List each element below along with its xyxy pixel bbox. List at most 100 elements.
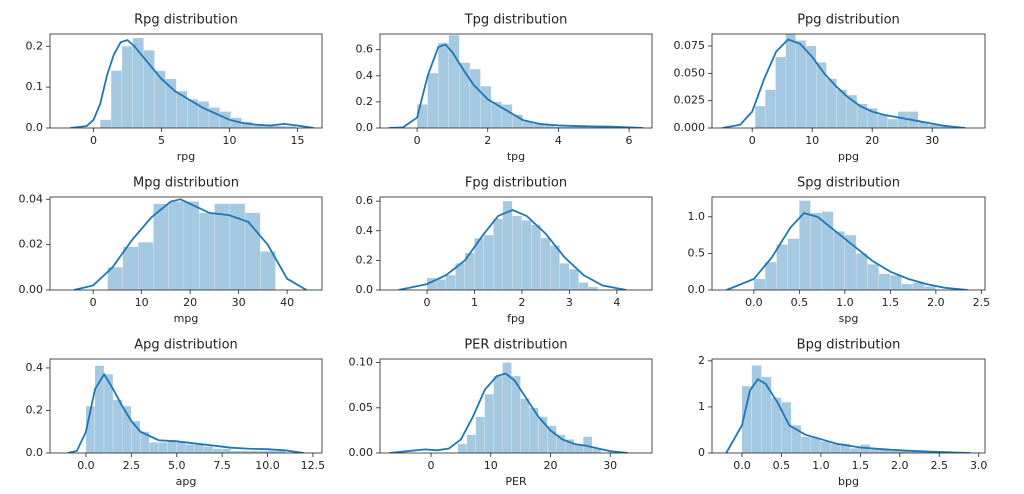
bar xyxy=(755,106,766,128)
bar xyxy=(521,220,532,290)
bar xyxy=(132,38,144,128)
y-tick-label: 0.000 xyxy=(674,121,706,134)
x-tick-label: 30 xyxy=(925,134,939,147)
axes-frame xyxy=(379,358,653,454)
bar xyxy=(194,444,204,453)
plot-area xyxy=(73,198,307,290)
bar xyxy=(149,442,159,453)
x-tick-label: 2 xyxy=(484,134,491,147)
bar xyxy=(220,111,231,128)
subplot-title: Bpg distribution xyxy=(797,338,901,353)
x-tick-label: 2.5 xyxy=(930,459,948,472)
bar xyxy=(153,203,169,290)
x-tick-label: 7.5 xyxy=(213,459,231,472)
y-tick-label: 1 xyxy=(698,400,705,413)
axes-frame xyxy=(49,358,323,454)
x-axis-label: bpg xyxy=(838,475,859,488)
bar xyxy=(889,450,900,453)
bar xyxy=(143,50,155,128)
bar xyxy=(877,114,888,128)
x-axis-label: tpg xyxy=(507,150,525,163)
bar xyxy=(938,125,949,128)
bar xyxy=(592,448,601,453)
kde-line xyxy=(398,209,627,290)
x-tick-label: 1.0 xyxy=(836,296,854,309)
subplot-title: PER distribution xyxy=(464,338,567,353)
bar xyxy=(810,213,822,290)
bar xyxy=(104,374,113,453)
bar xyxy=(480,86,491,128)
bar xyxy=(222,448,231,453)
bar xyxy=(901,284,913,290)
bar xyxy=(776,244,788,290)
bar xyxy=(167,440,177,453)
bar xyxy=(240,450,250,453)
bar xyxy=(470,69,481,128)
bar xyxy=(924,286,936,290)
x-tick-label: 10 xyxy=(135,296,149,309)
bar xyxy=(569,269,579,290)
subplot: Tpg distribution tpg 0 2 4 6 0.0 0.2 0.4 0.6 xyxy=(356,13,653,163)
bar xyxy=(214,203,230,290)
axes-frame xyxy=(711,33,986,129)
bar xyxy=(85,406,95,453)
bar xyxy=(491,101,502,128)
subplot-title: Tpg distribution xyxy=(464,13,568,28)
bar xyxy=(502,201,513,290)
bar xyxy=(761,376,772,453)
axes-frame xyxy=(49,196,323,291)
plot-area xyxy=(389,362,629,453)
bar xyxy=(867,264,879,290)
plot-area xyxy=(67,365,304,453)
subplot: Bpg distribution bpg 0.0 0.5 1.0 1.5 2.0 2.5 3.0… xyxy=(698,338,987,489)
y-tick-label: 0.0 xyxy=(26,446,44,459)
y-tick-label: 0.075 xyxy=(674,39,706,52)
bar xyxy=(131,421,141,453)
bar xyxy=(741,386,752,453)
plot-area xyxy=(722,34,966,128)
x-tick-label: 0 xyxy=(90,134,97,147)
x-tick-label: 4 xyxy=(555,134,562,147)
bar xyxy=(899,450,910,453)
kde-line xyxy=(73,198,307,290)
bar xyxy=(529,407,539,453)
bar xyxy=(267,450,277,453)
x-tick-label: 0.0 xyxy=(733,459,751,472)
y-tick-label: 0.2 xyxy=(26,403,44,416)
y-tick-label: 0.050 xyxy=(674,66,706,79)
bar xyxy=(426,278,437,290)
bar xyxy=(184,201,200,290)
x-tick-label: 0 xyxy=(90,296,97,309)
x-tick-label: 0.0 xyxy=(745,296,763,309)
x-axis-label: mpg xyxy=(174,312,199,325)
x-tick-label: 1.5 xyxy=(852,459,870,472)
x-tick-label: 10 xyxy=(805,134,819,147)
bar xyxy=(260,251,276,290)
bar xyxy=(799,200,811,290)
bar xyxy=(122,46,133,128)
axes-frame xyxy=(379,33,653,129)
x-tick-label: 2.5 xyxy=(973,296,991,309)
bar xyxy=(274,125,285,128)
bar xyxy=(231,450,240,453)
bar xyxy=(176,91,188,128)
bar xyxy=(550,245,560,290)
bar xyxy=(830,443,841,453)
x-tick-label: 10.0 xyxy=(255,459,280,472)
x-tick-label: 10 xyxy=(484,459,498,472)
x-tick-label: 0 xyxy=(749,134,756,147)
bar xyxy=(775,56,786,128)
bar xyxy=(501,104,513,128)
bar xyxy=(576,126,587,128)
y-tick-label: 0.2 xyxy=(26,39,44,52)
x-tick-label: 3 xyxy=(566,296,573,309)
bar xyxy=(578,282,589,290)
x-tick-label: 20 xyxy=(543,459,557,472)
y-tick-label: 0.0 xyxy=(688,283,706,296)
kde-line xyxy=(388,43,644,128)
bar xyxy=(918,122,929,128)
subplot: PER distribution PER 0 10 20 30 0.00 0.05 0.10 xyxy=(349,338,653,488)
bar xyxy=(520,398,530,453)
bar xyxy=(241,121,253,128)
